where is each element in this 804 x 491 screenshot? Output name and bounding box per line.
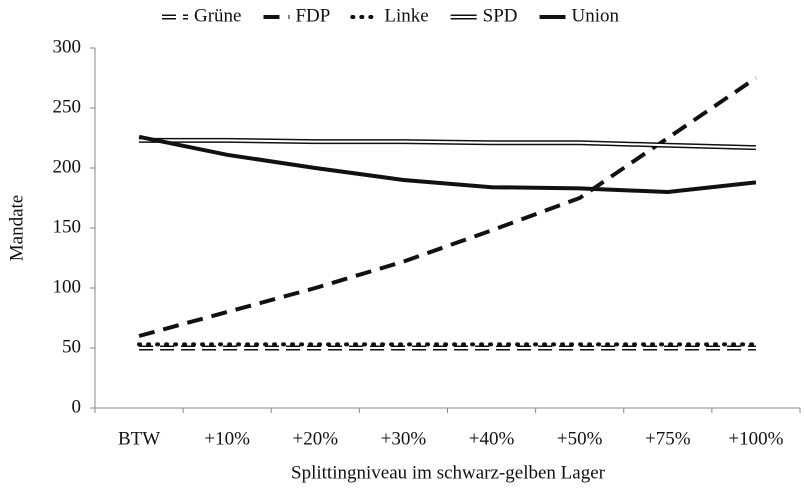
legend-label: Union (572, 5, 620, 26)
series-line (138, 134, 757, 195)
x-tick-label: +75% (645, 428, 691, 449)
y-tick-label: 0 (72, 396, 82, 417)
y-tick-label: 50 (62, 336, 81, 357)
y-tick-label: 100 (53, 276, 82, 297)
x-tick-label: +50% (557, 428, 603, 449)
y-tick-label: 150 (53, 216, 82, 237)
x-tick-label: BTW (118, 428, 160, 449)
series-line (139, 139, 756, 149)
legend-label: Grüne (194, 5, 241, 26)
x-tick-label: +100% (728, 428, 783, 449)
legend-label: FDP (295, 5, 330, 26)
x-tick-label: +10% (204, 428, 250, 449)
y-tick-label: 250 (53, 96, 82, 117)
legend-label: SPD (483, 5, 518, 26)
y-axis-label: Mandate (6, 195, 27, 261)
x-tick-label: +20% (293, 428, 339, 449)
legend-label: Linke (384, 5, 428, 26)
y-tick-label: 300 (53, 36, 82, 57)
x-axis-label: Splittingniveau im schwarz-gelben Lager (291, 462, 606, 483)
x-tick-label: +40% (469, 428, 515, 449)
x-tick-label: +30% (381, 428, 427, 449)
y-tick-label: 200 (53, 156, 82, 177)
series-line (138, 76, 758, 338)
